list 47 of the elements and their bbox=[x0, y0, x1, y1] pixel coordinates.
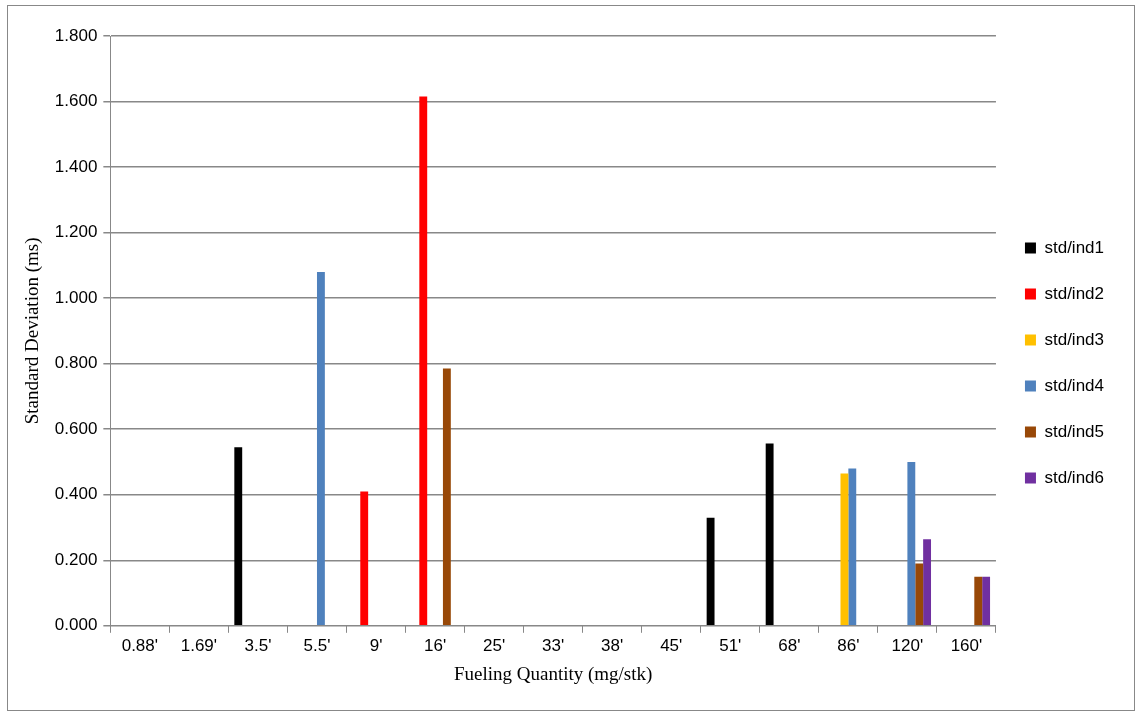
legend-label: std/ind4 bbox=[1044, 375, 1105, 395]
y-tick-label: 1.000 bbox=[54, 287, 98, 307]
y-axis-title: Standard Deviation (ms) bbox=[21, 237, 44, 425]
legend-label: std/ind1 bbox=[1044, 237, 1105, 257]
bar bbox=[848, 468, 857, 626]
x-tick-label: 38' bbox=[601, 635, 624, 655]
bar bbox=[765, 443, 774, 626]
y-tick-label: 1.800 bbox=[54, 25, 98, 45]
y-tick-label: 0.800 bbox=[54, 353, 98, 373]
x-tick-label: 68' bbox=[778, 635, 801, 655]
bar bbox=[360, 491, 369, 626]
x-tick-label: 51' bbox=[719, 635, 742, 655]
bar bbox=[419, 96, 428, 626]
bar bbox=[442, 368, 451, 626]
y-tick-label: 0.200 bbox=[54, 549, 98, 569]
legend-label: std/ind3 bbox=[1044, 329, 1105, 349]
bar bbox=[915, 563, 924, 626]
y-tick-label: 1.600 bbox=[54, 91, 98, 111]
y-tick-label: 1.200 bbox=[54, 222, 98, 242]
bar bbox=[234, 447, 243, 626]
y-tick-label: 0.600 bbox=[54, 418, 98, 438]
y-tick-label: 1.400 bbox=[54, 156, 98, 176]
x-tick-label: 45' bbox=[660, 635, 683, 655]
bar bbox=[982, 576, 991, 626]
x-tick-label: 16' bbox=[423, 635, 447, 655]
x-tick-label: 33' bbox=[542, 635, 565, 655]
y-tick-label: 0.000 bbox=[54, 615, 98, 635]
legend-label: std/ind6 bbox=[1044, 467, 1105, 487]
bar bbox=[923, 539, 932, 626]
x-tick-label: 25' bbox=[483, 635, 506, 655]
bar bbox=[840, 473, 849, 626]
y-tick-label: 0.400 bbox=[54, 484, 98, 504]
bar bbox=[706, 517, 715, 626]
legend-label: std/ind2 bbox=[1044, 283, 1105, 303]
x-tick-label: 120' bbox=[891, 635, 924, 655]
x-tick-label: 3.5' bbox=[244, 635, 272, 655]
x-tick-label: 0.88' bbox=[121, 635, 159, 655]
legend-label: std/ind5 bbox=[1044, 421, 1105, 441]
x-tick-label: 9' bbox=[369, 635, 383, 655]
x-axis-title: Fueling Quantity (mg/stk) bbox=[453, 662, 653, 685]
bar bbox=[974, 576, 983, 626]
x-tick-label: 1.69' bbox=[180, 635, 218, 655]
x-tick-label: 160' bbox=[950, 635, 983, 655]
x-tick-label: 5.5' bbox=[303, 635, 331, 655]
bar bbox=[907, 461, 916, 626]
x-tick-label: 86' bbox=[837, 635, 860, 655]
bar bbox=[316, 271, 325, 626]
